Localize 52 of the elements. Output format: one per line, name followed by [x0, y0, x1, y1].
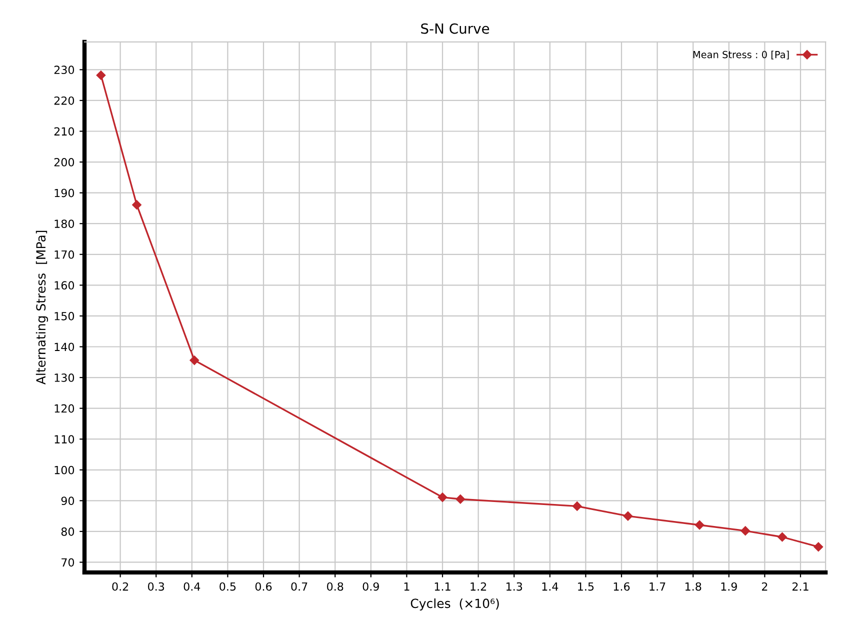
x-tick-label: 0.9	[362, 582, 379, 591]
y-tick-label: 200	[54, 158, 74, 166]
point	[694, 520, 704, 530]
y-tick-label: 180	[54, 220, 74, 228]
legend-label: Mean Stress : 0 [Pa]	[693, 50, 789, 60]
point	[456, 494, 466, 504]
x-tick-label: 0.5	[220, 582, 236, 591]
x-tick-label: 1.2	[470, 582, 486, 591]
x-tick-label: 1.8	[685, 582, 702, 591]
y-tick-label: 90	[61, 496, 74, 506]
y-tick-label: 160	[54, 281, 74, 290]
point	[132, 200, 142, 210]
y-tick-label: 220	[54, 96, 74, 105]
point	[438, 492, 448, 502]
point	[623, 511, 633, 521]
point	[190, 356, 200, 365]
point	[740, 526, 750, 536]
y-tick-label: 230	[54, 66, 74, 74]
y-tick-label: 140	[54, 342, 74, 352]
x-tick-label: 2	[762, 582, 768, 591]
y-tick-label: 130	[54, 374, 74, 382]
x-tick-label: 1.5	[578, 582, 594, 591]
x-tick-label: 1	[404, 582, 410, 591]
x-tick-label: 0.2	[112, 582, 128, 591]
point	[778, 532, 787, 542]
chart-title: S-N Curve	[421, 23, 490, 34]
x-tick-label: 1.4	[542, 582, 558, 591]
y-tick-label: 100	[54, 466, 74, 474]
y-tick-label: 150	[54, 312, 74, 320]
x-tick-label: 2.1	[792, 582, 808, 591]
point	[572, 502, 582, 511]
y-tick-label: 170	[54, 250, 74, 259]
x-tick-label: 0.6	[255, 582, 272, 591]
x-tick-label: 1.3	[506, 582, 522, 591]
x-tick-label: 1.1	[434, 582, 450, 591]
x-tick-label: 1.7	[650, 582, 666, 591]
y-tick-label: 190	[54, 188, 74, 198]
point	[814, 542, 824, 552]
x-tick-label: 0.3	[148, 582, 164, 591]
x-axis-title: Cycles (×10⁶)	[410, 598, 499, 611]
y-tick-label: 210	[54, 127, 74, 136]
y-tick-label: 110	[54, 435, 74, 444]
x-tick-label: 0.8	[327, 582, 344, 591]
x-tick-label: 0.7	[291, 582, 308, 591]
y-axis-title: Alternating Stress [MPa]	[36, 230, 48, 385]
y-tick-label: 80	[61, 527, 74, 536]
x-tick-label: 1.6	[614, 582, 630, 591]
x-tick-label: 1.9	[721, 582, 737, 591]
y-tick-label: 120	[54, 404, 74, 413]
x-tick-label: 0.4	[184, 582, 200, 591]
y-tick-label: 70	[62, 558, 74, 567]
point	[96, 70, 106, 80]
